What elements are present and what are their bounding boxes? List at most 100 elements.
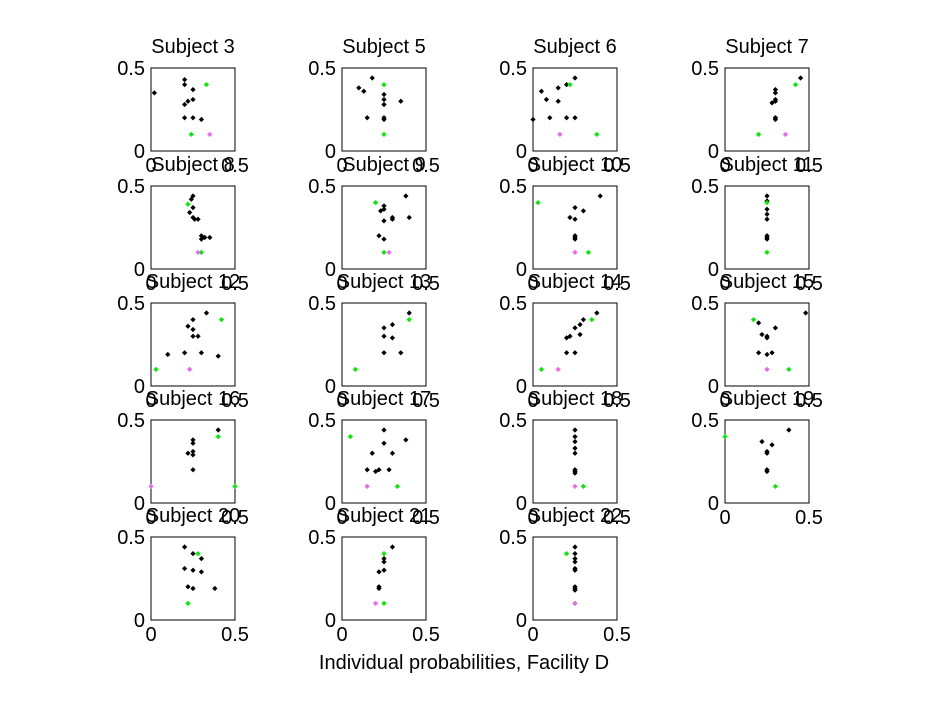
point-black — [572, 204, 578, 211]
subplot-subject-5: Subject 5 0.5 00 0.5 — [308, 36, 440, 177]
x-tick-label: 0 — [145, 507, 156, 529]
point-black — [190, 86, 196, 93]
point-black — [381, 236, 387, 242]
x-tick-label: 0.5 — [221, 273, 249, 295]
y-tick-label: 0 — [134, 493, 145, 515]
point-black — [381, 91, 387, 98]
point-green — [535, 199, 541, 206]
x-tick-label: 0 — [527, 273, 538, 295]
point-black — [755, 320, 762, 326]
point-black — [572, 559, 578, 565]
point-pink — [187, 366, 193, 373]
subplot-subject-17: Subject 170.500 0.5 — [308, 388, 440, 529]
point-black — [376, 467, 382, 473]
subplot-title: Subject 19 — [720, 388, 815, 410]
point-black — [376, 569, 382, 575]
x-tick-label: 0.5 — [795, 390, 823, 412]
point-black — [386, 467, 392, 473]
x-tick-label: 0 — [145, 390, 156, 412]
point-pink — [572, 600, 578, 607]
x-tick-label: 0.5 — [795, 155, 823, 177]
x-tick-label: 0.5 — [603, 507, 631, 529]
point-pink — [372, 600, 379, 607]
point-green — [198, 249, 205, 256]
point-green — [589, 316, 595, 323]
point-black — [543, 96, 550, 103]
point-black — [215, 427, 221, 433]
point-black — [786, 427, 792, 433]
subplot-title: Subject 15 — [720, 271, 815, 293]
point-black — [381, 440, 387, 446]
point-black — [198, 236, 205, 242]
x-tick-label: 0.5 — [221, 507, 249, 529]
point-green — [195, 550, 201, 557]
y-tick-label: 0.5 — [308, 293, 336, 315]
point-green — [594, 131, 600, 138]
y-tick-label: 0.5 — [499, 293, 527, 315]
x-tick-label: 0 — [719, 155, 730, 177]
point-green — [722, 433, 728, 440]
y-tick-label: 0 — [325, 493, 336, 515]
y-tick-label: 0.5 — [691, 176, 719, 198]
point-black — [580, 208, 587, 214]
point-black — [190, 204, 196, 211]
axes-frame — [724, 302, 810, 387]
axes-frame — [532, 185, 618, 270]
point-black — [572, 450, 578, 456]
axes-frame — [341, 302, 427, 387]
point-black — [185, 584, 191, 590]
point-black — [215, 353, 221, 359]
point-black — [563, 115, 570, 121]
point-pink — [764, 366, 770, 373]
y-tick-label: 0 — [708, 493, 719, 515]
point-green — [188, 131, 194, 138]
point-green — [567, 81, 573, 88]
point-black — [381, 567, 387, 573]
axes-frame — [341, 67, 427, 152]
point-black — [212, 585, 218, 592]
point-black — [185, 98, 191, 104]
point-black — [597, 193, 603, 199]
x-tick-label: 0 — [719, 507, 730, 529]
axes-frame — [150, 536, 236, 621]
y-tick-label: 0 — [325, 610, 336, 632]
point-pink — [572, 483, 578, 490]
x-tick-label: 0.5 — [603, 624, 631, 646]
x-tick-label: 0.5 — [795, 273, 823, 295]
point-green — [153, 366, 159, 373]
point-black — [772, 98, 779, 104]
point-pink — [148, 483, 154, 490]
point-black — [406, 214, 412, 221]
subplot-title: Subject 9 — [342, 154, 425, 176]
axes-frame — [724, 67, 810, 152]
subplot-title: Subject 17 — [337, 388, 432, 410]
x-tick-label: 0 — [336, 390, 347, 412]
point-black — [572, 445, 578, 451]
point-green — [585, 249, 592, 256]
point-green — [406, 316, 412, 323]
point-green — [381, 81, 387, 88]
point-black — [190, 467, 196, 473]
x-tick-label: 0.5 — [603, 155, 631, 177]
subplot-subject-14: Subject 140.500 0.5 — [499, 271, 631, 412]
x-tick-label: 0 — [336, 624, 347, 646]
y-tick-label: 0.5 — [499, 527, 527, 549]
point-black — [755, 350, 762, 356]
point-black — [797, 75, 804, 81]
point-black — [198, 555, 205, 562]
x-tick-label: 0.5 — [412, 273, 440, 295]
point-black — [364, 115, 370, 121]
y-tick-label: 0.5 — [499, 58, 527, 80]
axes-frame — [532, 67, 618, 152]
point-black — [185, 323, 191, 329]
subplot-title: Subject 3 — [151, 36, 234, 58]
x-tick-label: 0.5 — [221, 390, 249, 412]
subplot-subject-13: Subject 130.500 0.5 — [308, 271, 440, 412]
point-black — [572, 433, 578, 440]
axes-frame — [532, 419, 618, 504]
x-tick-label: 0.5 — [795, 507, 823, 529]
point-black — [190, 333, 196, 339]
axes-frame — [150, 302, 236, 387]
subplot-title: Subject 11 — [720, 154, 813, 176]
